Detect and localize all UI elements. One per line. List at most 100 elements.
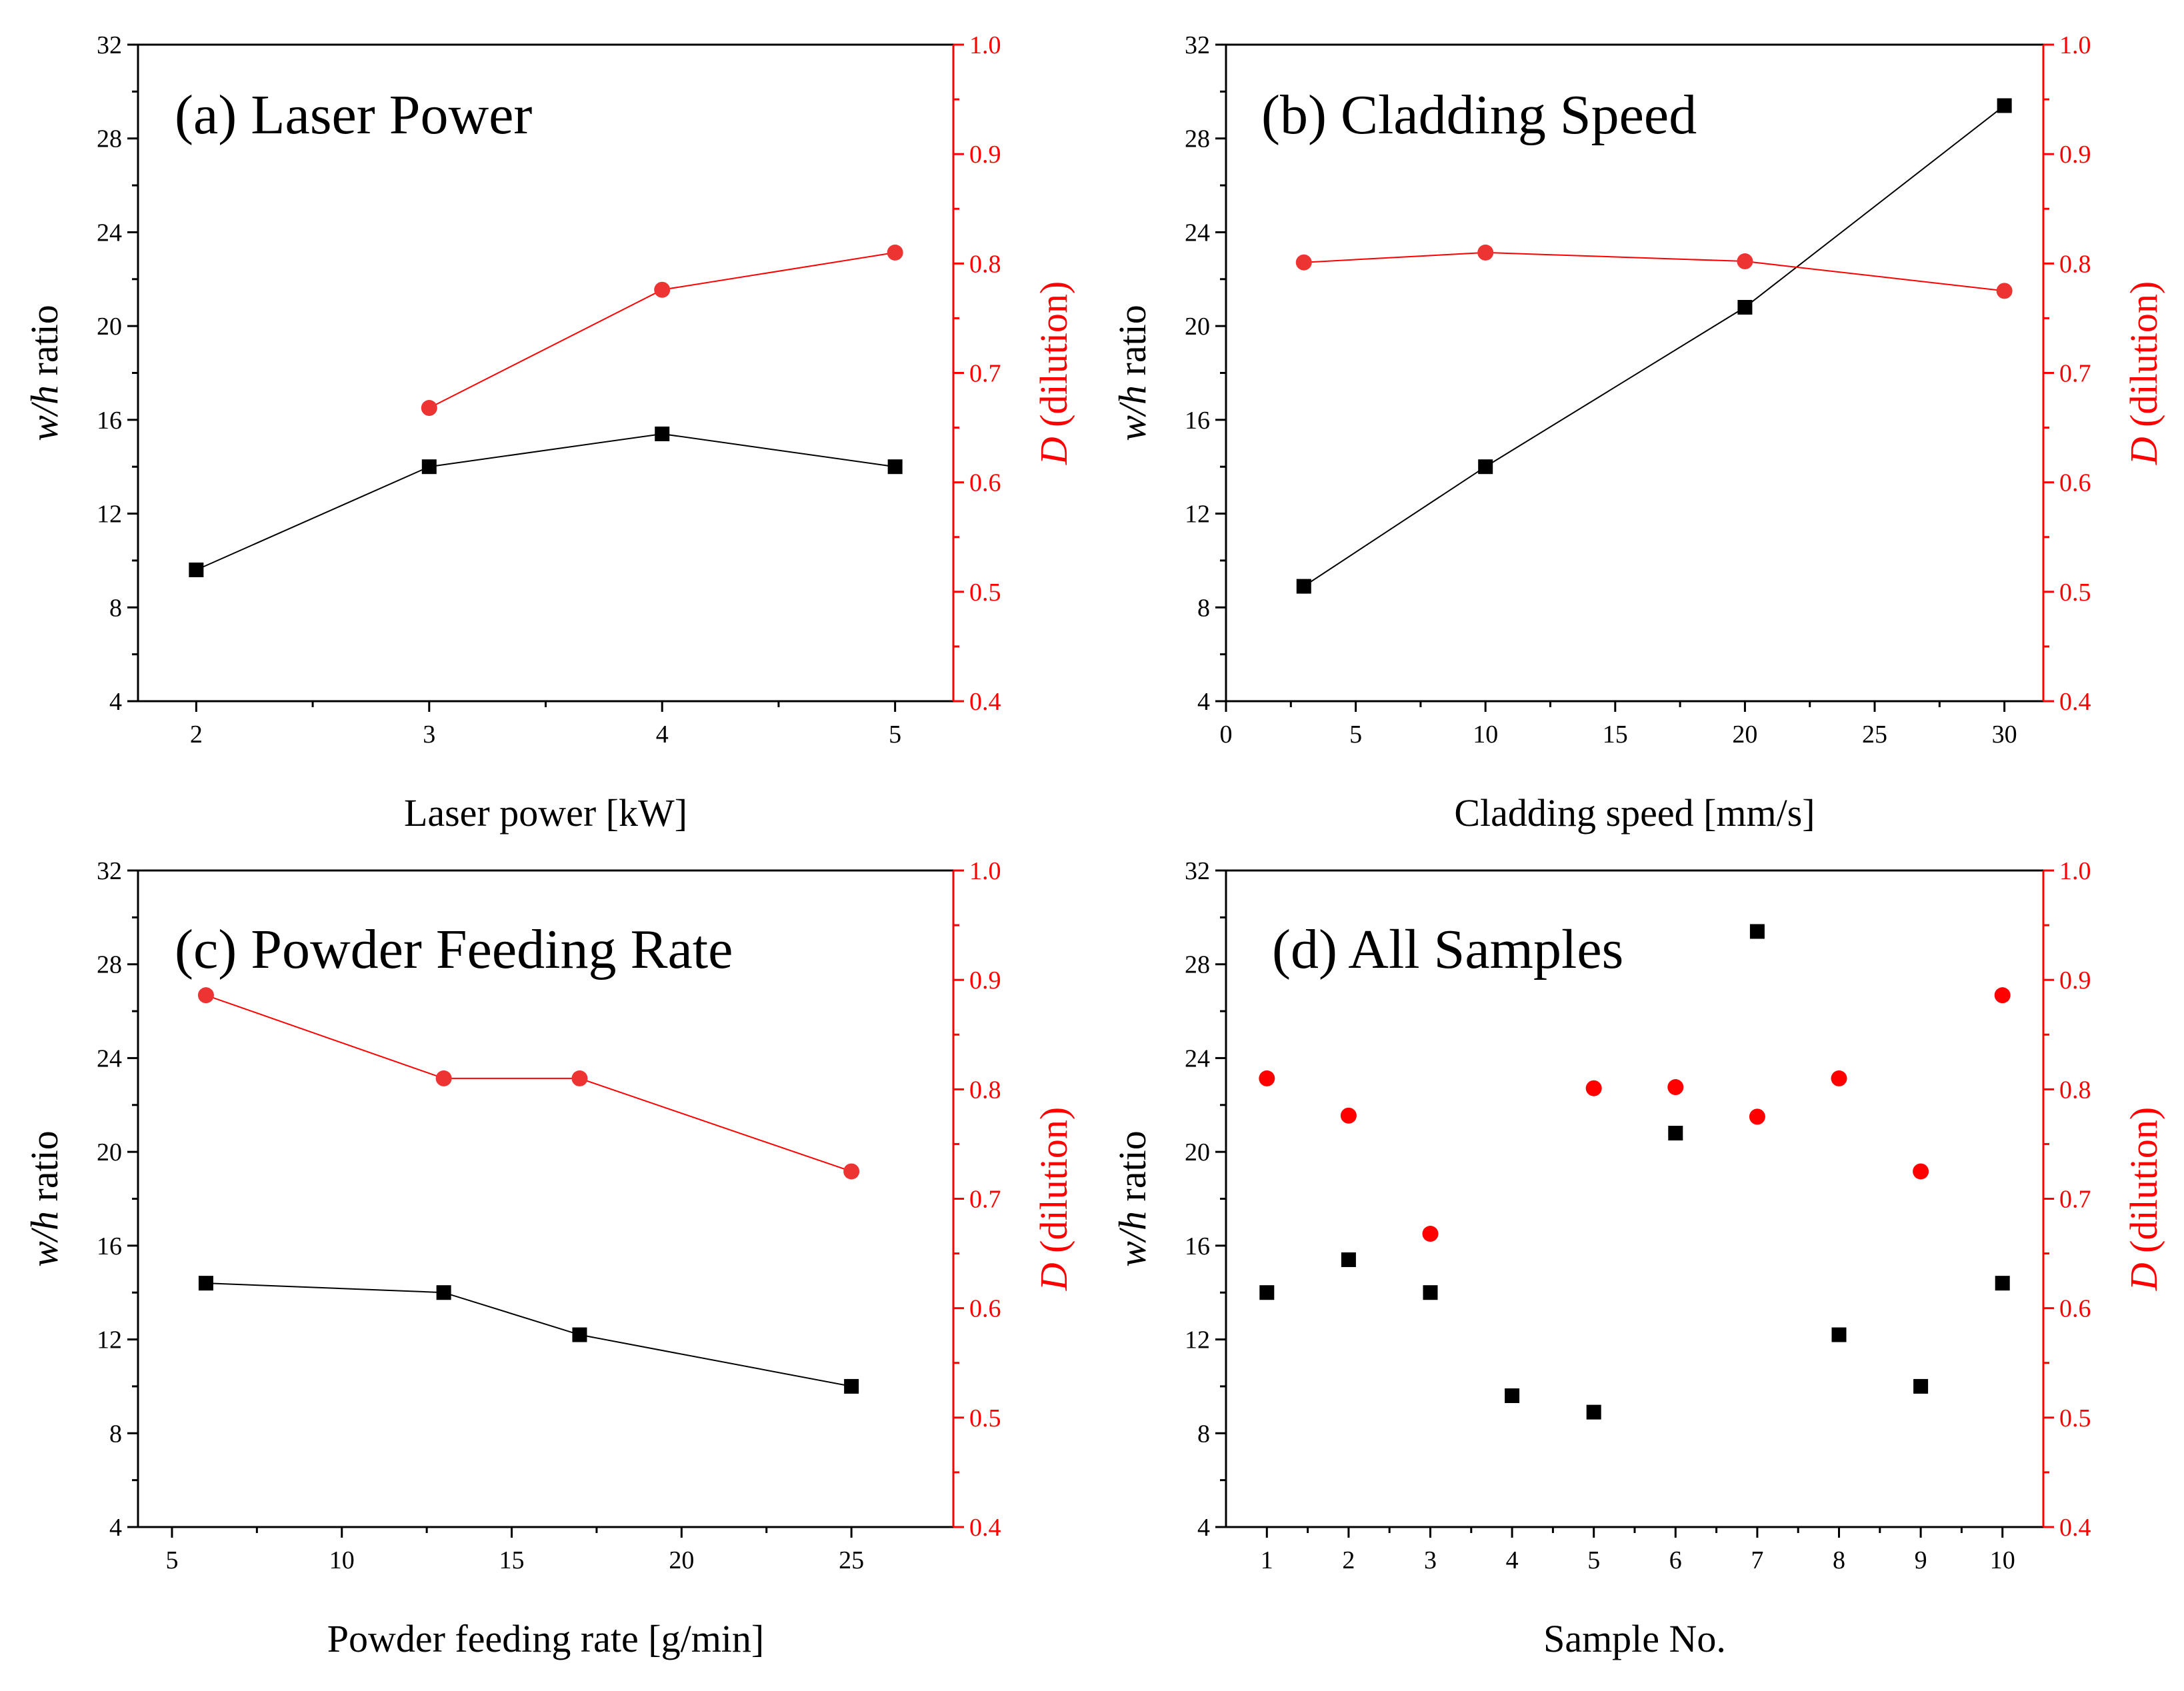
x-tick-label: 15: [1603, 721, 1628, 749]
y-tick-label: 12: [97, 501, 122, 529]
x-tick-label: 10: [329, 1546, 355, 1574]
y2-tick-label: 0.8: [2059, 1076, 2091, 1104]
x-tick-label: 5: [165, 1546, 178, 1574]
dilution-point: [1737, 253, 1753, 270]
y-axis-label-rest: ratio: [23, 305, 66, 385]
y2-axis-label-rest: (dilution): [1032, 1107, 1075, 1263]
wh-ratio-point: [655, 426, 670, 441]
y2-tick-label: 1.0: [2059, 31, 2091, 59]
y-tick-label: 20: [97, 313, 122, 341]
x-tick-label: 20: [1732, 721, 1757, 749]
x-tick-label: 3: [1424, 1546, 1437, 1574]
dilution-point: [1913, 1163, 1929, 1180]
panel-title: (c) Powder Feeding Rate: [175, 918, 733, 980]
y-axis-label: w/h ratio: [1111, 305, 1154, 441]
x-tick-label: 20: [669, 1546, 694, 1574]
y-axis-label-rest: ratio: [23, 1130, 66, 1211]
dilution-line: [1303, 251, 2005, 292]
y2-axis-label: D (dilution): [1032, 1107, 1075, 1291]
y-tick-label: 4: [109, 688, 122, 716]
dilution-point: [1996, 283, 2013, 299]
wh-ratio-point: [1995, 1276, 2010, 1291]
dilution-point: [435, 1070, 452, 1086]
y2-tick-label: 0.6: [969, 469, 1001, 497]
wh-ratio-point: [1296, 579, 1311, 594]
x-tick-label: 5: [1349, 721, 1362, 749]
y-axis-label-italic: w/h: [23, 385, 66, 441]
y2-tick-label: 0.4: [969, 688, 1001, 716]
y2-tick-label: 0.4: [969, 1514, 1001, 1542]
x-tick-label: 2: [190, 721, 203, 749]
y2-tick-label: 0.4: [2059, 688, 2091, 716]
y-tick-label: 8: [1197, 594, 1210, 622]
y-tick-label: 16: [1185, 407, 1210, 435]
dilution-point: [571, 1070, 588, 1086]
x-tick-label: 10: [1990, 1546, 2015, 1574]
y2-axis-label-rest: (dilution): [1032, 281, 1075, 437]
y2-axis-label: D (dilution): [1032, 281, 1075, 465]
y2-tick-label: 0.6: [2059, 469, 2091, 497]
dilution-point: [1422, 1226, 1439, 1242]
y-tick-label: 20: [1185, 1138, 1210, 1166]
y-tick-label: 32: [97, 857, 122, 885]
x-tick-label: 10: [1473, 721, 1498, 749]
y-axis-label: w/h ratio: [23, 305, 66, 441]
y-tick-label: 4: [1197, 1514, 1210, 1542]
x-tick-label: 30: [1992, 721, 2017, 749]
wh-ratio-point: [1831, 1327, 1847, 1342]
y-axis-label-italic: w/h: [1111, 1211, 1154, 1267]
y2-tick-label: 0.9: [969, 966, 1001, 994]
y2-tick-label: 0.6: [969, 1295, 1001, 1323]
y2-tick-label: 1.0: [2059, 857, 2091, 885]
x-tick-label: 7: [1751, 1546, 1763, 1574]
dilution-point: [1477, 244, 1494, 261]
y-tick-label: 28: [97, 125, 122, 153]
y-tick-label: 28: [1185, 951, 1210, 979]
dilution-line: [205, 994, 852, 1172]
y-tick-label: 8: [109, 594, 122, 622]
y2-tick-label: 0.7: [2059, 360, 2091, 388]
wh-ratio-point: [844, 1378, 859, 1394]
y2-tick-label: 0.4: [2059, 1514, 2091, 1542]
wh-ratio-point: [887, 459, 903, 475]
x-tick-label: 6: [1669, 1546, 1682, 1574]
y2-tick-label: 1.0: [969, 31, 1001, 59]
y2-tick-label: 0.6: [2059, 1295, 2091, 1323]
dilution-point: [1295, 254, 1312, 271]
x-axis-label: Cladding speed [mm/s]: [1454, 791, 1815, 835]
y-axis-label-italic: w/h: [1111, 385, 1154, 441]
y-tick-label: 8: [109, 1420, 122, 1448]
y-tick-label: 4: [109, 1514, 122, 1542]
y2-axis-label-italic: D: [1032, 1262, 1075, 1291]
dilution-point: [421, 400, 437, 417]
y2-axis-label: D (dilution): [2122, 1107, 2165, 1291]
panel-b: 4 8 12 16 20 24 28 32 0.4 0.5 0.6 0.7 0.8 0.9 1.0 0 5 10 1…: [1111, 31, 2165, 835]
y2-tick-label: 0.5: [969, 1404, 1001, 1432]
y-tick-label: 32: [1185, 857, 1210, 885]
y-tick-label: 28: [97, 951, 122, 979]
dilution-point: [1340, 1107, 1357, 1124]
wh-ratio-point: [421, 459, 437, 475]
dilution-point: [1831, 1070, 1847, 1086]
y-axis-label-italic: w/h: [23, 1211, 66, 1267]
y2-tick-label: 0.9: [2059, 966, 2091, 994]
y-axis-label: w/h ratio: [23, 1130, 66, 1267]
panel-title: (b) Cladding Speed: [1261, 84, 1697, 146]
wh-ratio-point: [1586, 1404, 1601, 1420]
y-tick-label: 8: [1197, 1420, 1210, 1448]
wh-ratio-point: [1997, 98, 2012, 113]
wh-ratio-point: [189, 563, 204, 577]
y-tick-label: 16: [97, 407, 122, 435]
wh-ratio-point: [1259, 1285, 1275, 1300]
y-tick-label: 24: [1185, 1044, 1210, 1072]
wh-ratio-point: [1913, 1378, 1929, 1394]
wh-ratio-point: [1737, 300, 1753, 315]
dilution-point: [1994, 987, 2011, 1004]
y-tick-label: 28: [1185, 125, 1210, 153]
x-tick-label: 25: [839, 1546, 864, 1574]
wh-ratio-point: [198, 1276, 213, 1291]
dilution-point: [654, 281, 671, 298]
panel-title: (d) All Samples: [1272, 918, 1623, 980]
dilution-point: [843, 1163, 860, 1180]
